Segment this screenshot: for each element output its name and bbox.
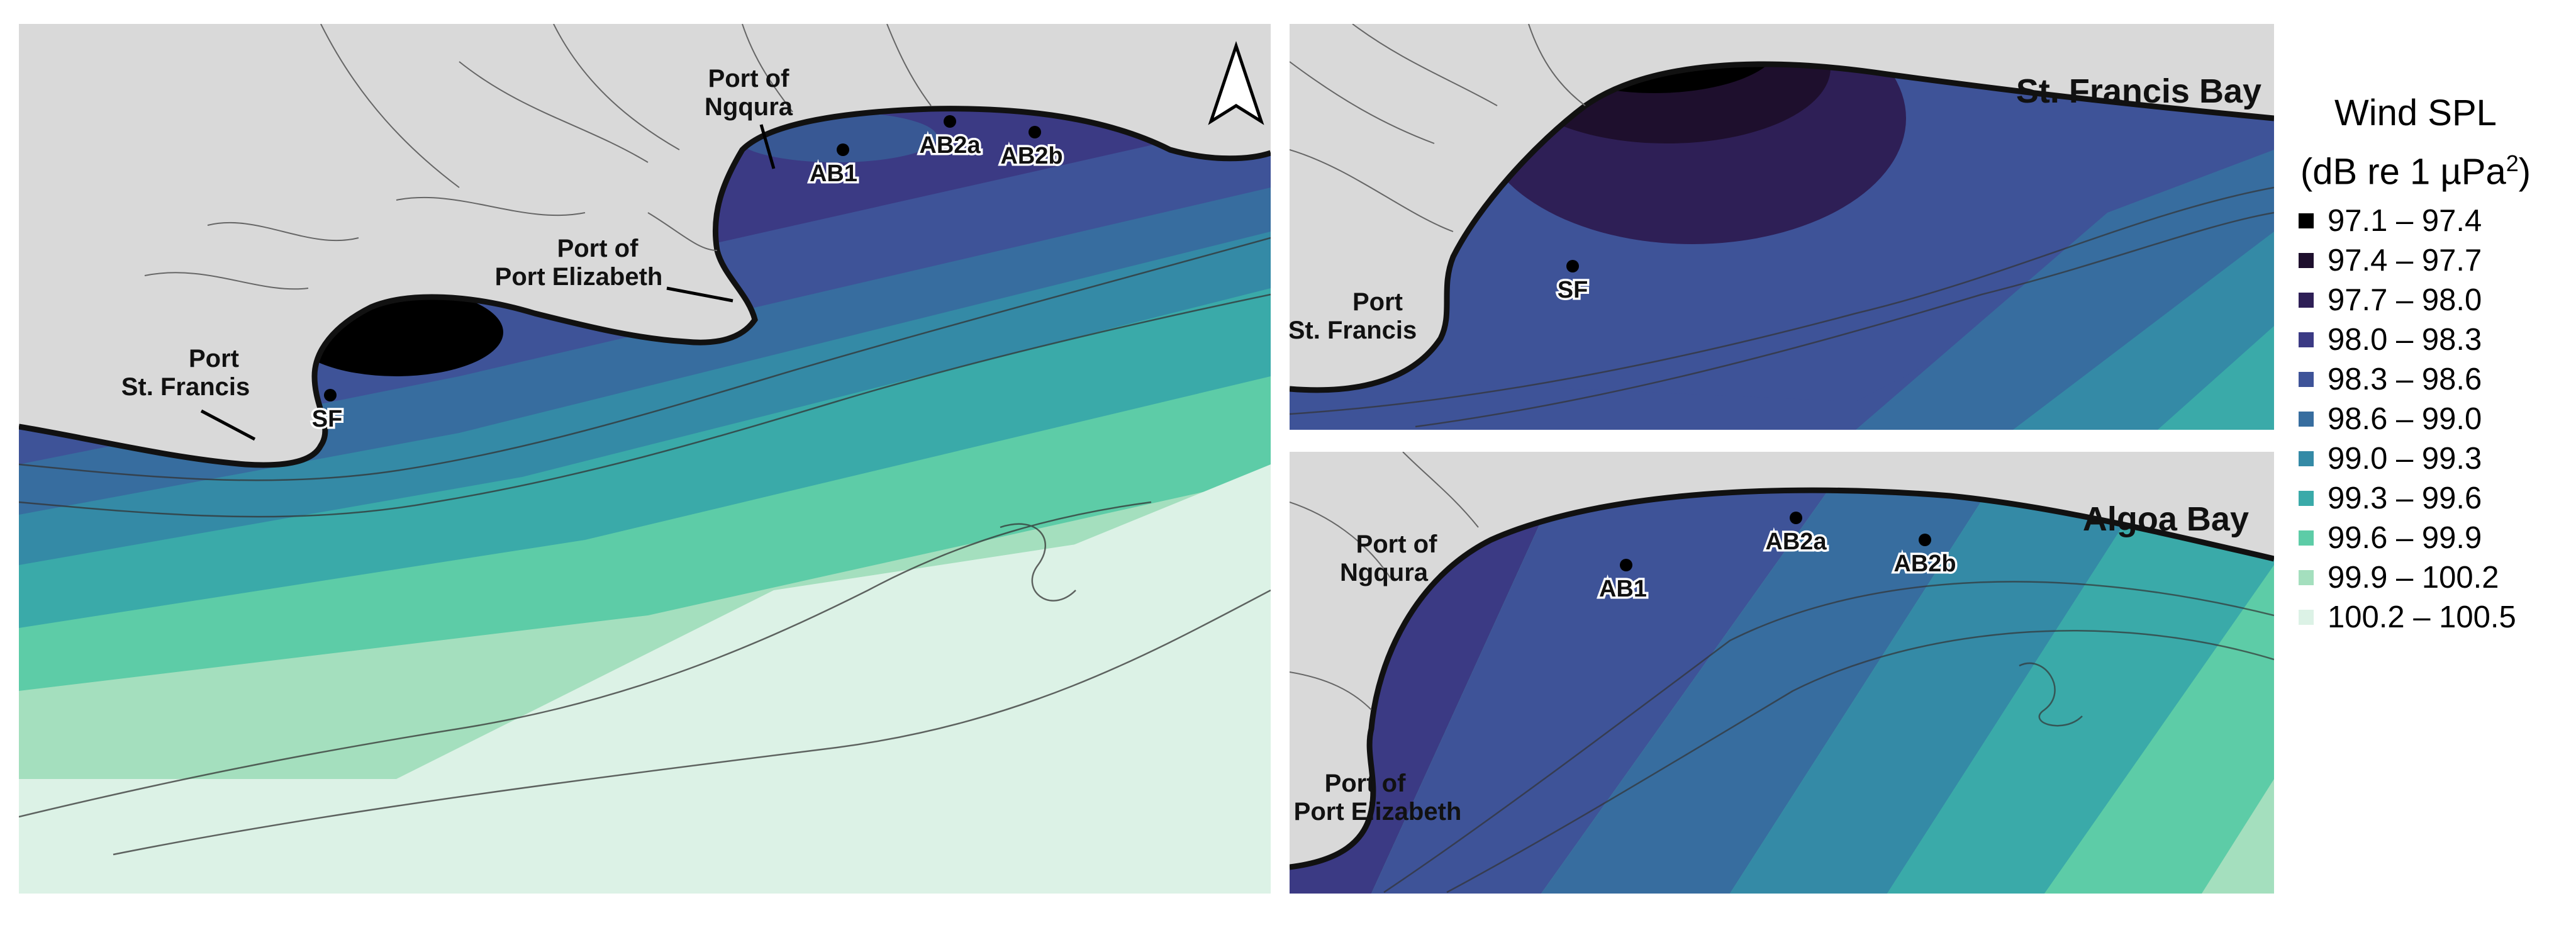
inset-ab-pe-1: Port of bbox=[1325, 770, 1407, 797]
legend-swatch bbox=[2299, 293, 2314, 308]
label-port-ngqura-2: Ngqura bbox=[705, 93, 793, 121]
label-port-pe-1: Port of bbox=[557, 235, 639, 262]
legend-label: 97.1 – 97.4 bbox=[2328, 204, 2482, 238]
legend-item: 99.3 – 99.6 bbox=[2290, 479, 2567, 519]
legend-title-line1: Wind SPL bbox=[2334, 92, 2497, 133]
spl-band bbox=[774, 464, 1271, 894]
site-ab2a: AB2a bbox=[919, 132, 981, 159]
legend-swatch bbox=[2299, 610, 2314, 625]
label-port-sf-1: Port bbox=[189, 345, 239, 373]
legend-swatch bbox=[2299, 412, 2314, 427]
legend-item: 98.3 – 98.6 bbox=[2290, 361, 2567, 400]
legend-item: 99.6 – 99.9 bbox=[2290, 519, 2567, 559]
spl-band bbox=[2202, 779, 2274, 894]
legend-item: 99.9 – 100.2 bbox=[2290, 559, 2567, 598]
main-map: Port of Ngqura Port of Port Elizabeth Po… bbox=[19, 24, 1271, 894]
legend-label: 99.9 – 100.2 bbox=[2328, 561, 2499, 595]
legend-item: 98.0 – 98.3 bbox=[2290, 321, 2567, 361]
legend-label: 99.6 – 99.9 bbox=[2328, 521, 2482, 556]
legend-swatch bbox=[2299, 213, 2314, 229]
inset-ab-site-ab2a: AB2a bbox=[1765, 529, 1827, 555]
legend-label: 97.4 – 97.7 bbox=[2328, 244, 2482, 278]
legend-label: 97.7 – 98.0 bbox=[2328, 283, 2482, 318]
legend-swatch bbox=[2299, 491, 2314, 507]
legend-label: 100.2 – 100.5 bbox=[2328, 600, 2516, 635]
label-port-sf-2: St. Francis bbox=[121, 373, 250, 401]
legend-swatch bbox=[2299, 451, 2314, 467]
legend-item: 100.2 – 100.5 bbox=[2290, 598, 2567, 638]
legend-title-line2: (dB re 1 µPa2) bbox=[2300, 150, 2531, 193]
spl-band bbox=[1730, 490, 2170, 894]
inset-title-st-francis: St. Francis Bay bbox=[2016, 72, 2261, 110]
inset-ab-site-ab2b: AB2b bbox=[1893, 551, 1956, 577]
inset-sf-port-line2: St. Francis bbox=[1290, 317, 1417, 344]
label-port-pe-2: Port Elizabeth bbox=[495, 263, 663, 291]
legend-label: 99.0 – 99.3 bbox=[2328, 442, 2482, 476]
inset-ab-pe-2: Port Elizabeth bbox=[1294, 798, 1462, 826]
inset-algoa-canvas: Algoa Bay Port of Ngqura Port of Port El… bbox=[1290, 452, 2274, 894]
legend-swatch bbox=[2299, 530, 2314, 546]
site-sf: SF bbox=[312, 406, 343, 432]
legend-label: 98.0 – 98.3 bbox=[2328, 323, 2482, 357]
legend-item: 98.6 – 99.0 bbox=[2290, 400, 2567, 440]
inset-ab-ngqura-2: Ngqura bbox=[1340, 559, 1429, 586]
legend-swatch bbox=[2299, 332, 2314, 348]
label-port-ngqura-1: Port of bbox=[708, 65, 790, 92]
legend-swatch bbox=[2299, 372, 2314, 388]
inset-sf-port-line1: Port bbox=[1352, 288, 1403, 316]
spl-band bbox=[2158, 326, 2274, 430]
legend: Wind SPL (dB re 1 µPa2) 97.1 – 97.4 97.4 … bbox=[2290, 88, 2567, 638]
legend-item: 99.0 – 99.3 bbox=[2290, 440, 2567, 479]
inset-st-francis-bay: St. Francis Bay Port St. Francis SF bbox=[1290, 24, 2274, 430]
spl-band bbox=[2044, 565, 2274, 894]
legend-swatch bbox=[2299, 253, 2314, 269]
inset-title-algoa: Algoa Bay bbox=[2083, 500, 2249, 538]
inset-ab-site-ab1: AB1 bbox=[1599, 576, 1647, 602]
spl-band bbox=[1371, 490, 1856, 894]
inset-algoa-bay: Algoa Bay Port of Ngqura Port of Port El… bbox=[1290, 452, 2274, 894]
legend-swatch bbox=[2299, 570, 2314, 586]
legend-label: 98.3 – 98.6 bbox=[2328, 362, 2482, 397]
legend-item: 97.7 – 98.0 bbox=[2290, 281, 2567, 321]
spl-band bbox=[1541, 490, 2013, 894]
inset-st-francis-canvas: St. Francis Bay Port St. Francis SF bbox=[1290, 24, 2274, 430]
north-arrow-icon bbox=[1208, 41, 1264, 125]
legend-item: 97.4 – 97.7 bbox=[2290, 242, 2567, 281]
spl-band bbox=[2013, 232, 2274, 430]
site-ab2b: AB2b bbox=[1000, 143, 1062, 169]
main-map-canvas: Port of Ngqura Port of Port Elizabeth Po… bbox=[19, 24, 1271, 894]
legend-label: 98.6 – 99.0 bbox=[2328, 402, 2482, 437]
inset-sf-site: SF bbox=[1558, 277, 1588, 303]
legend-label: 99.3 – 99.6 bbox=[2328, 481, 2482, 516]
site-ab1: AB1 bbox=[810, 160, 857, 187]
spl-band bbox=[1887, 490, 2274, 894]
legend-item: 97.1 – 97.4 bbox=[2290, 202, 2567, 242]
inset-ab-ngqura-1: Port of bbox=[1356, 530, 1438, 558]
